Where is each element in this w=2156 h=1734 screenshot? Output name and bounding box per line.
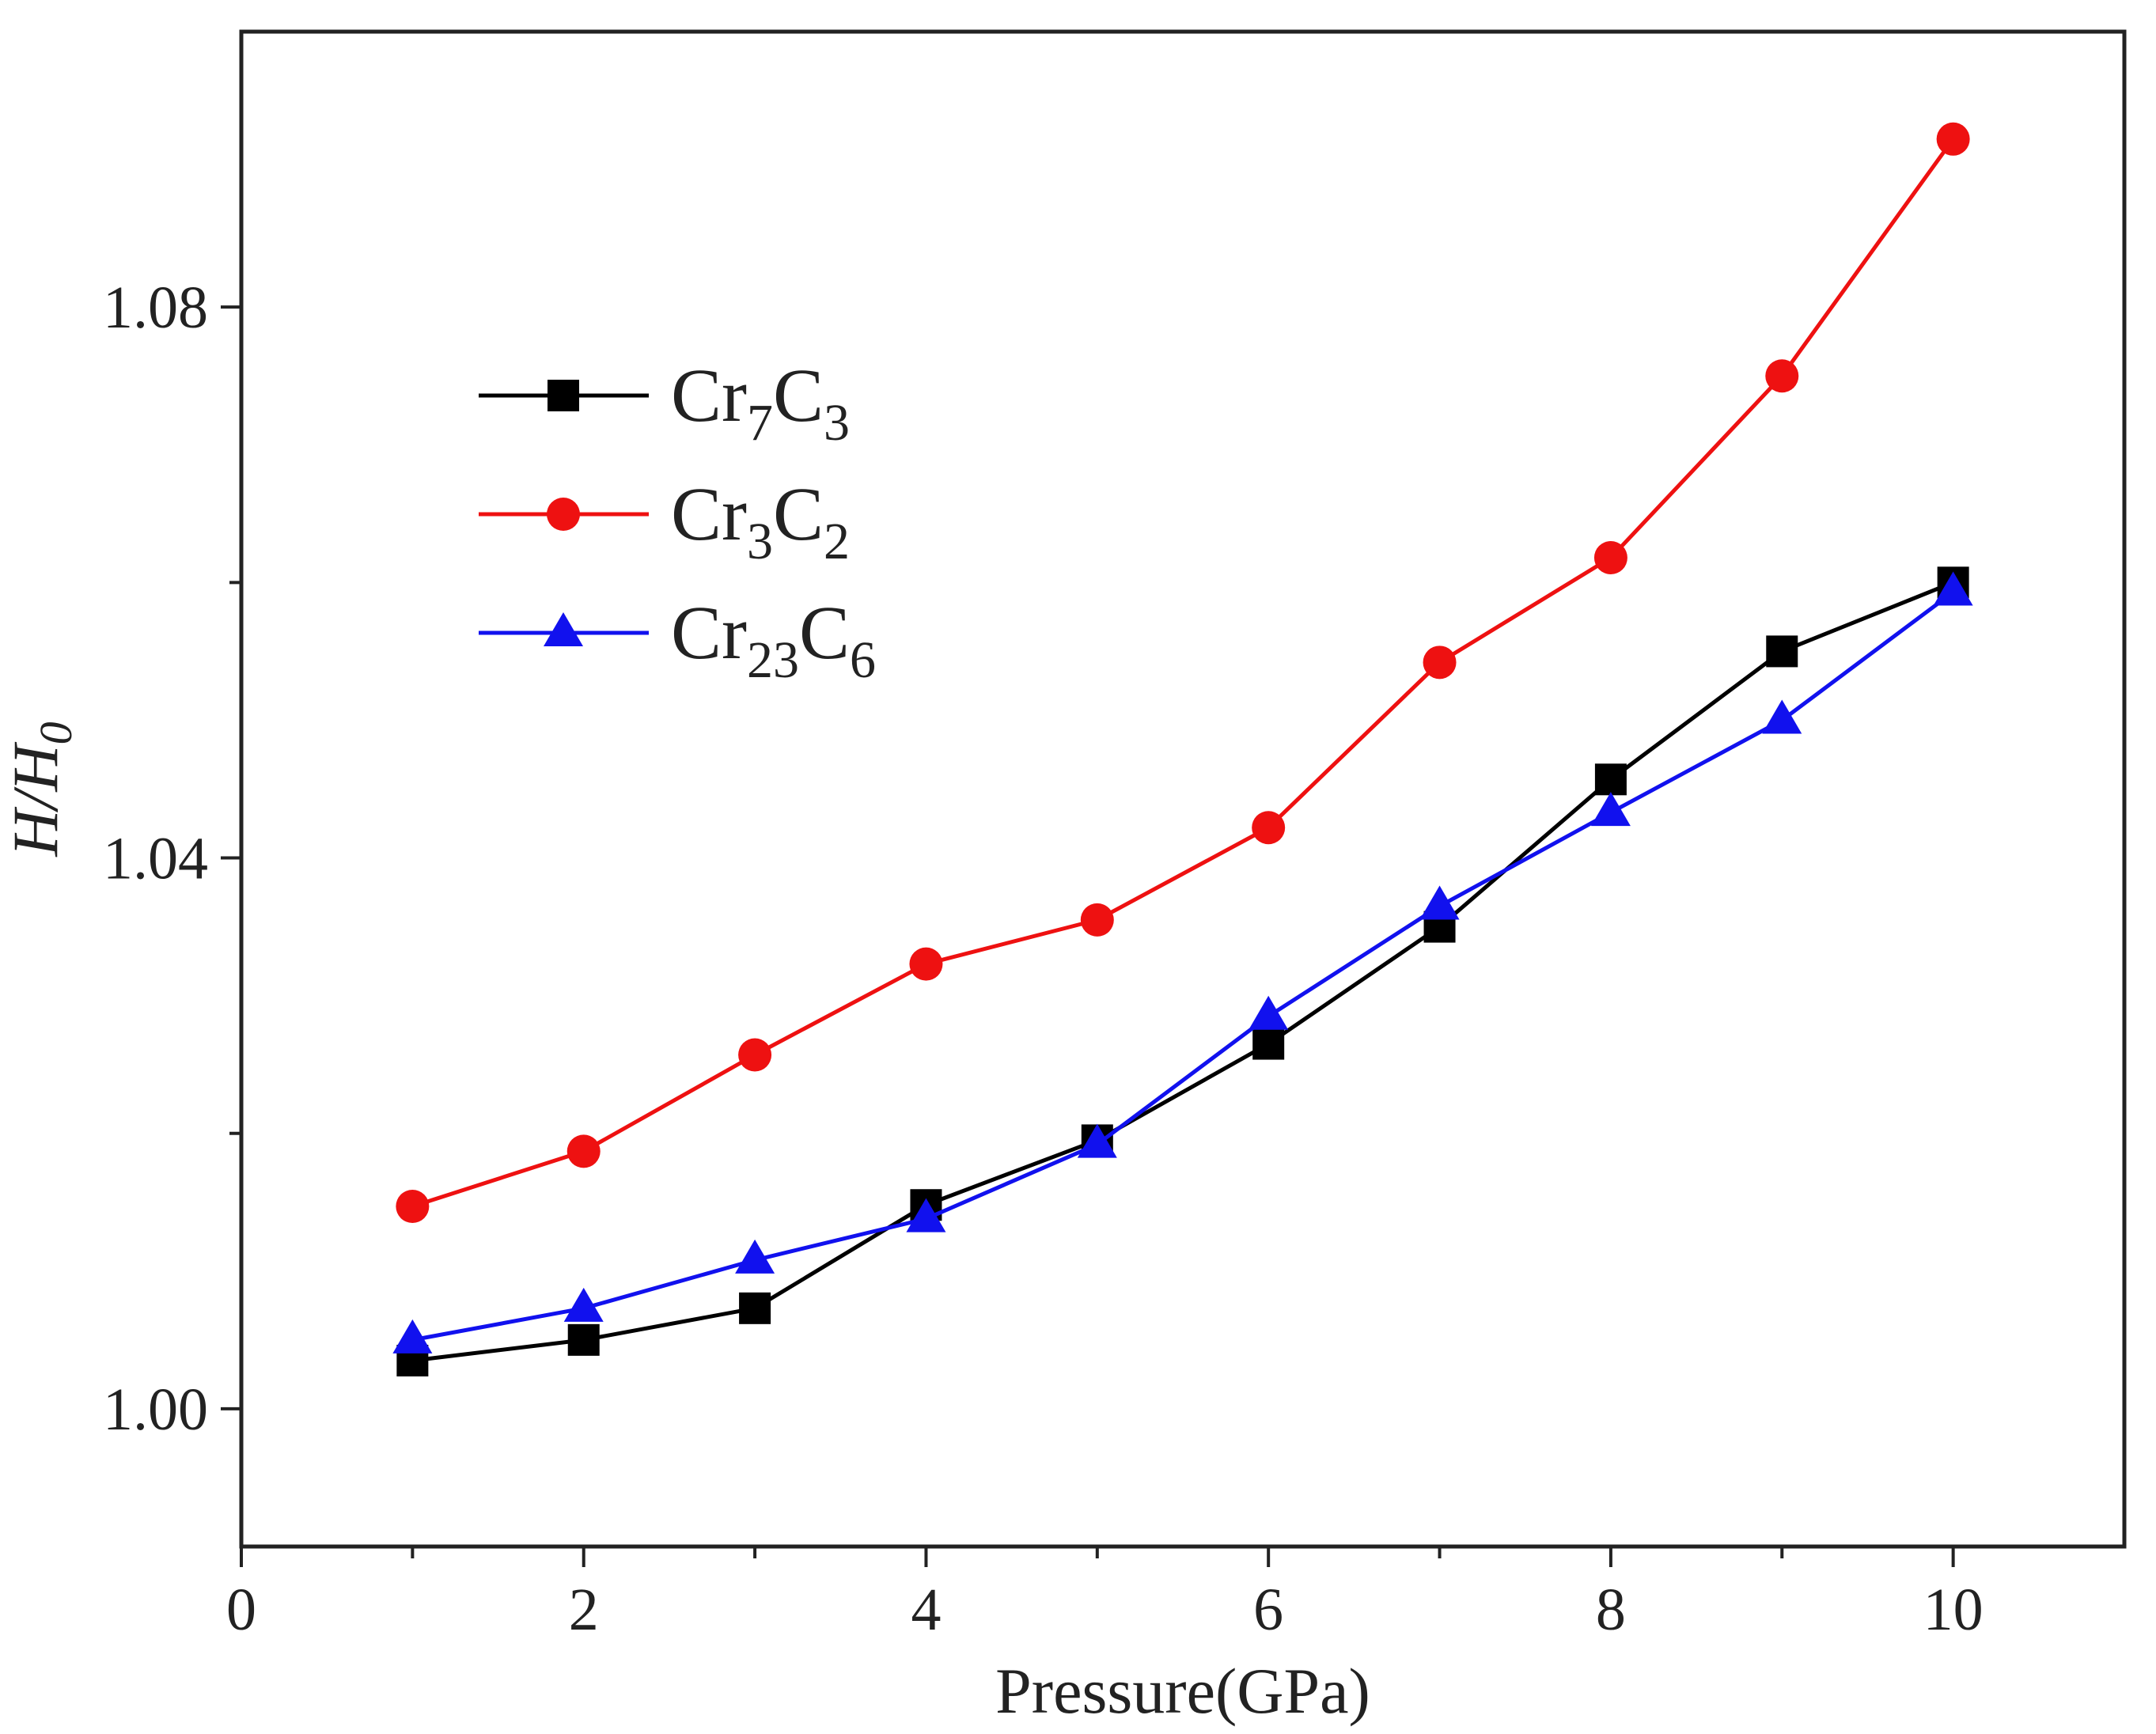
legend-label-cr3c2: Cr3C2	[671, 471, 850, 570]
x-tick-label: 6	[1253, 1577, 1283, 1643]
legend-label-cr7c3: Cr7C3	[671, 353, 850, 452]
axis-ticks	[221, 305, 1955, 1567]
x-tick-label: 4	[911, 1577, 941, 1643]
legend: Cr7C3 Cr3C2 Cr23C6	[479, 353, 876, 689]
data-point-cr23c6	[1419, 885, 1460, 920]
legend-marker-cr3c2	[547, 498, 580, 531]
data-point-cr3c2	[1593, 541, 1627, 575]
data-point-cr23c6	[906, 1198, 946, 1232]
data-point-cr7c3	[1766, 635, 1798, 668]
data-point-cr3c2	[1765, 359, 1799, 393]
series-layer	[392, 122, 1973, 1376]
legend-marker-cr7c3	[548, 380, 579, 411]
data-point-cr3c2	[1252, 811, 1286, 845]
series-line-cr7c3	[412, 581, 1954, 1363]
x-axis-label: Pressure(GPa)	[995, 1655, 1370, 1727]
series-line-cr3c2	[411, 138, 1955, 1209]
data-point-cr7c3	[1594, 763, 1627, 796]
x-tick-label: 8	[1596, 1577, 1626, 1643]
x-tick-label: 0	[226, 1577, 256, 1643]
data-point-cr23c6	[563, 1287, 604, 1322]
y-tick-label: 1.08	[103, 274, 208, 341]
x-tick-label: 2	[569, 1577, 599, 1643]
data-point-cr3c2	[1080, 903, 1114, 937]
y-tick-label: 1.04	[103, 826, 208, 892]
data-point-cr7c3	[1252, 1028, 1285, 1060]
data-point-cr7c3	[739, 1292, 771, 1324]
data-point-cr3c2	[396, 1189, 430, 1223]
x-tick-label: 10	[1923, 1577, 1984, 1643]
y-axis-label: H/H0	[0, 721, 81, 857]
data-point-cr7c3	[567, 1323, 600, 1356]
data-point-cr23c6	[1933, 571, 1973, 606]
legend-marker-cr23c6	[544, 612, 583, 646]
data-point-cr3c2	[1423, 646, 1457, 680]
data-point-cr23c6	[1077, 1123, 1117, 1158]
data-point-cr23c6	[735, 1239, 775, 1274]
data-point-cr3c2	[909, 947, 943, 981]
data-point-cr3c2	[566, 1134, 601, 1168]
data-point-cr23c6	[392, 1319, 433, 1354]
data-point-cr23c6	[1249, 995, 1289, 1030]
data-point-cr23c6	[1590, 792, 1631, 827]
data-point-cr23c6	[1762, 699, 1802, 734]
series-line-cr23c6	[411, 590, 1955, 1342]
plot-frame	[239, 29, 2127, 1549]
y-tick-label: 1.00	[103, 1376, 208, 1443]
axis-labels: 0 2 4 6 8 10 1.00 1.04 1.08 Pressure(GPa) H/H0	[0, 274, 1984, 1727]
data-point-cr3c2	[1936, 122, 1970, 156]
data-point-cr3c2	[738, 1038, 772, 1072]
legend-label-cr23c6: Cr23C6	[671, 590, 876, 689]
